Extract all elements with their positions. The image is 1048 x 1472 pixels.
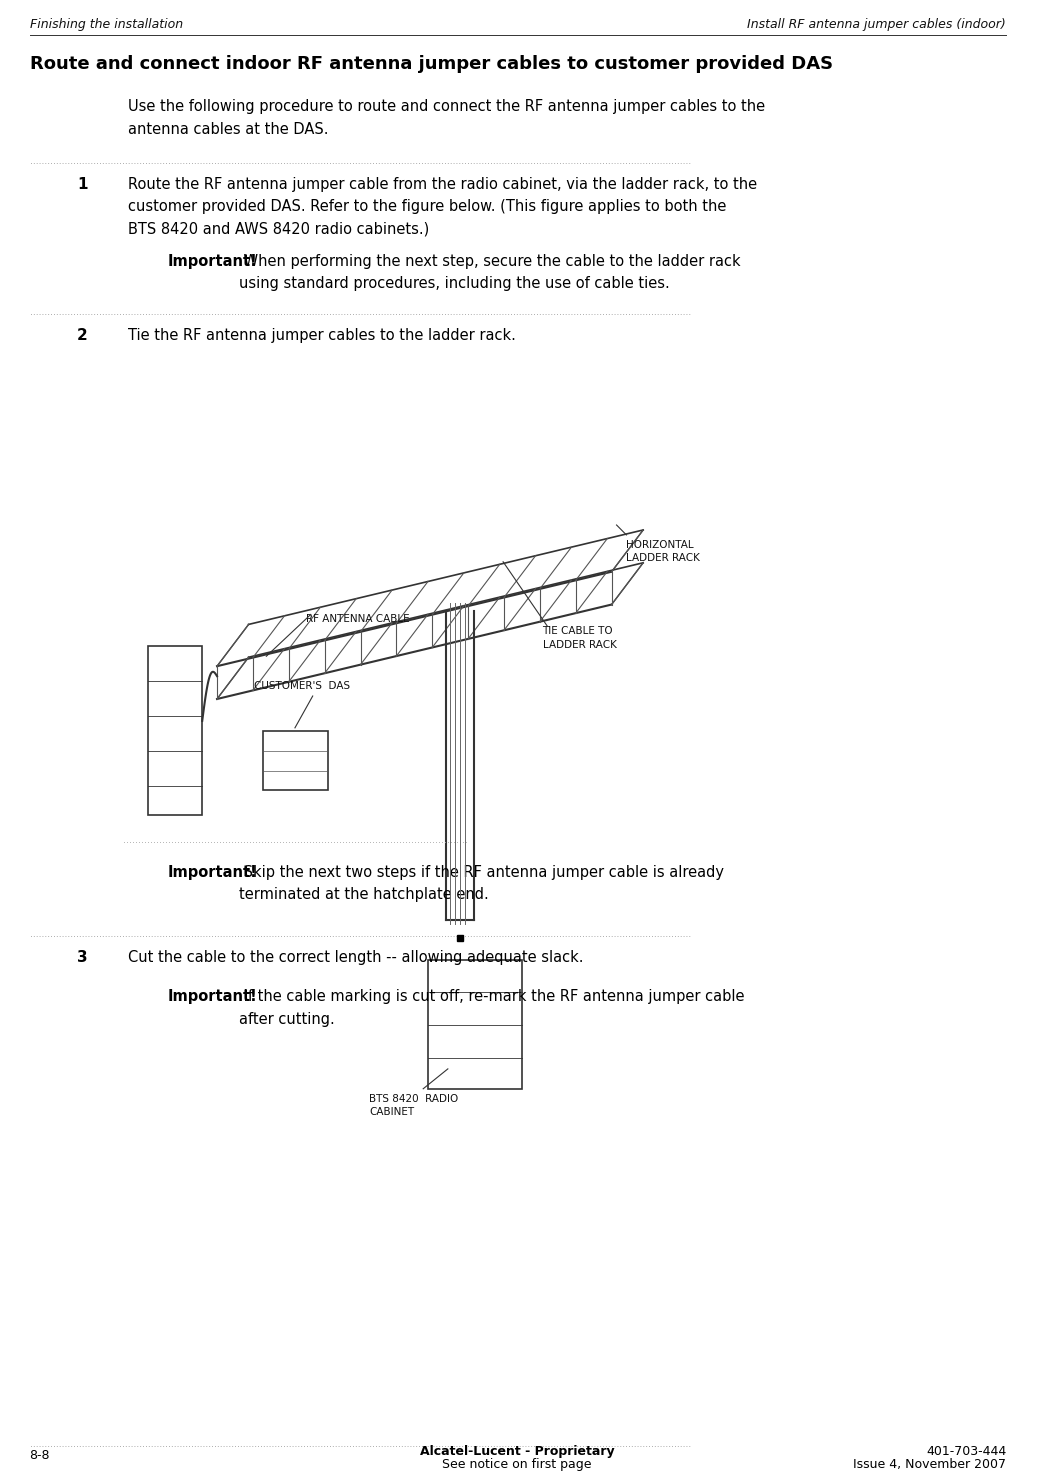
Text: If the cable marking is cut off, re-mark the RF antenna jumper cable
after cutti: If the cable marking is cut off, re-mark…: [239, 989, 744, 1026]
Text: See notice on first page: See notice on first page: [442, 1457, 592, 1471]
Text: 1: 1: [77, 177, 87, 191]
Text: Important!: Important!: [168, 989, 258, 1004]
Text: 401-703-444: 401-703-444: [926, 1444, 1006, 1457]
Text: Alcatel-Lucent - Proprietary: Alcatel-Lucent - Proprietary: [419, 1444, 614, 1457]
Text: TIE CABLE TO
LADDER RACK: TIE CABLE TO LADDER RACK: [543, 627, 616, 649]
Text: BTS 8420  RADIO
CABINET: BTS 8420 RADIO CABINET: [369, 1094, 458, 1117]
Bar: [263, 730, 328, 790]
Text: 8-8: 8-8: [29, 1448, 50, 1462]
Text: RF ANTENNA CABLE: RF ANTENNA CABLE: [306, 614, 410, 624]
Text: Important!: Important!: [168, 866, 258, 880]
Text: When performing the next step, secure the cable to the ladder rack
using standar: When performing the next step, secure th…: [239, 253, 740, 291]
Text: Route the RF antenna jumper cable from the radio cabinet, via the ladder rack, t: Route the RF antenna jumper cable from t…: [128, 177, 758, 237]
Text: CUSTOMER'S  DAS: CUSTOMER'S DAS: [254, 682, 350, 690]
Text: Use the following procedure to route and connect the RF antenna jumper cables to: Use the following procedure to route and…: [128, 100, 765, 137]
Bar: [148, 646, 202, 815]
Text: Issue 4, November 2007: Issue 4, November 2007: [853, 1457, 1006, 1471]
Text: ................................................................................: ........................................…: [29, 1440, 691, 1448]
Text: 3: 3: [77, 949, 88, 964]
Text: Skip the next two steps if the RF antenna jumper cable is already
terminated at : Skip the next two steps if the RF antenn…: [239, 866, 724, 902]
Text: ................................................................................: ........................................…: [29, 930, 691, 939]
Text: ................................................................................: ........................................…: [29, 308, 691, 318]
Text: Finishing the installation: Finishing the installation: [29, 18, 182, 31]
Text: Route and connect indoor RF antenna jumper cables to customer provided DAS: Route and connect indoor RF antenna jump…: [29, 54, 833, 72]
Text: ................................................................................: ........................................…: [29, 158, 691, 166]
Text: Install RF antenna jumper cables (indoor): Install RF antenna jumper cables (indoor…: [747, 18, 1006, 31]
Text: ................................................................................: ........................................…: [124, 835, 468, 845]
Text: HORIZONTAL
LADDER RACK: HORIZONTAL LADDER RACK: [627, 540, 700, 564]
Bar: [429, 960, 522, 1089]
Text: Cut the cable to the correct length -- allowing adequate slack.: Cut the cable to the correct length -- a…: [128, 949, 584, 964]
Text: 2: 2: [77, 328, 88, 343]
Text: Important!: Important!: [168, 253, 258, 268]
Text: Tie the RF antenna jumper cables to the ladder rack.: Tie the RF antenna jumper cables to the …: [128, 328, 516, 343]
